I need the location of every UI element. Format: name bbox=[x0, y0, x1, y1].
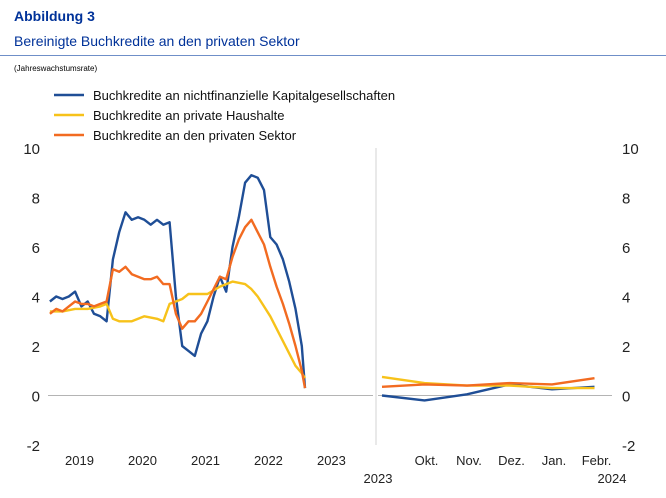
series-line-nfc bbox=[49, 174, 307, 389]
recent-series-line-private_sector bbox=[381, 377, 595, 388]
y-tick-label-right: 2 bbox=[622, 339, 630, 356]
figure-title: Bereinigte Buchkredite an den privaten S… bbox=[14, 33, 300, 49]
legend-label-households: Buchkredite an private Haushalte bbox=[93, 108, 285, 123]
x-tick-label: 2023 bbox=[317, 453, 346, 468]
recent-series-line-households bbox=[381, 375, 595, 390]
x-month-label: Febr. bbox=[582, 453, 612, 468]
y-tick-label-left: 10 bbox=[23, 141, 40, 158]
x-month-label: Okt. bbox=[415, 453, 439, 468]
y-tick-label-left: 8 bbox=[32, 191, 40, 208]
figure-number: Abbildung 3 bbox=[14, 8, 95, 24]
figure-unit: (Jahreswachstumsrate) bbox=[14, 64, 98, 73]
title-rule bbox=[0, 55, 666, 56]
y-tick-label-left: 0 bbox=[32, 389, 40, 406]
y-tick-label-left: 6 bbox=[32, 240, 40, 257]
y-tick-label-right: -2 bbox=[622, 438, 635, 455]
x-month-label: Nov. bbox=[456, 453, 482, 468]
x-year-label-2024: 2024 bbox=[598, 471, 627, 486]
series-line-private_sector bbox=[49, 218, 307, 389]
legend-label-nfc: Buchkredite an nichtfinanzielle Kapitalg… bbox=[93, 88, 395, 103]
legend-label-private_sector: Buchkredite an den privaten Sektor bbox=[93, 128, 297, 143]
series-line-households bbox=[49, 280, 307, 379]
y-tick-label-right: 4 bbox=[622, 290, 630, 307]
x-month-label: Dez. bbox=[498, 453, 525, 468]
y-tick-label-left: 2 bbox=[32, 339, 40, 356]
x-tick-label: 2020 bbox=[128, 453, 157, 468]
x-month-label: Jan. bbox=[542, 453, 567, 468]
x-tick-label: 2022 bbox=[254, 453, 283, 468]
x-tick-label: 2019 bbox=[65, 453, 94, 468]
y-tick-label-left: -2 bbox=[27, 438, 40, 455]
x-year-label-2023: 2023 bbox=[364, 471, 393, 486]
x-tick-label: 2021 bbox=[191, 453, 220, 468]
y-tick-label-left: 4 bbox=[32, 290, 40, 307]
y-tick-label-right: 0 bbox=[622, 389, 630, 406]
y-tick-label-right: 6 bbox=[622, 240, 630, 257]
y-tick-label-right: 8 bbox=[622, 191, 630, 208]
y-tick-label-right: 10 bbox=[622, 141, 639, 158]
